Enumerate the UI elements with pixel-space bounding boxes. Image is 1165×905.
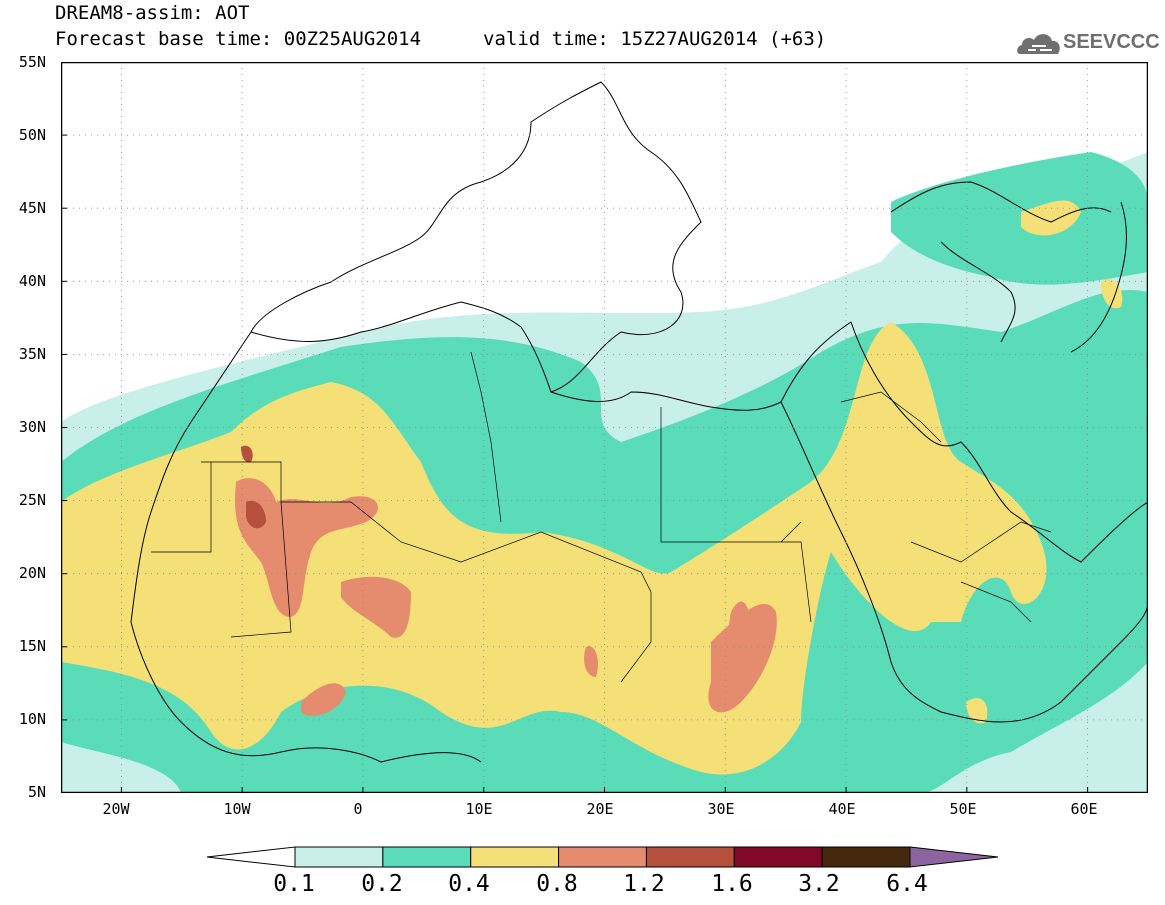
lat-label: 50N <box>18 126 46 144</box>
lat-label: 45N <box>18 199 46 217</box>
colorbar-label: 0.8 <box>536 871 578 897</box>
colorbar-box <box>294 846 384 868</box>
colorbar-box <box>470 846 560 868</box>
coastlines <box>130 81 1148 763</box>
cloud-icon <box>1017 34 1060 54</box>
lon-label: 40E <box>828 800 856 818</box>
lat-label: 20N <box>18 564 46 582</box>
plot-title: DREAM8-assim: AOT <box>55 2 250 24</box>
colorbar-box <box>821 846 911 868</box>
colorbar <box>206 846 999 868</box>
colorbar-arrow-low <box>206 846 296 868</box>
lon-label: 0 <box>353 800 363 818</box>
aot-field <box>61 152 1148 793</box>
lat-label: 35N <box>18 345 46 363</box>
lon-label: 30E <box>707 800 735 818</box>
lon-label: 10E <box>465 800 493 818</box>
lon-label: 10W <box>223 800 251 818</box>
logo-text: SEEVCCC <box>1063 31 1160 53</box>
lat-label: 25N <box>18 491 46 509</box>
lat-label: 5N <box>27 783 46 801</box>
colorbar-label: 1.2 <box>623 871 665 897</box>
colorbar-box <box>382 846 472 868</box>
colorbar-boxes <box>206 846 999 868</box>
colorbar-arrow-high <box>909 846 999 868</box>
colorbar-box <box>733 846 823 868</box>
lat-label: 30N <box>18 418 46 436</box>
valid-time: valid time: 15Z27AUG2014 (+63) <box>483 28 827 50</box>
colorbar-box <box>558 846 647 868</box>
colorbar-label: 1.6 <box>711 871 753 897</box>
colorbar-label: 3.2 <box>798 871 840 897</box>
base-time: Forecast base time: 00Z25AUG2014 <box>55 28 422 50</box>
lon-label: 60E <box>1070 800 1098 818</box>
lon-label: 50E <box>949 800 977 818</box>
colorbar-label: 0.2 <box>361 871 403 897</box>
axis-ticks <box>61 62 1089 793</box>
colorbar-label: 6.4 <box>886 871 928 897</box>
lon-label: 20E <box>586 800 614 818</box>
time-info: Forecast base time: 00Z25AUG2014 valid ti… <box>55 30 826 49</box>
lat-label: 40N <box>18 272 46 290</box>
lat-label: 15N <box>18 637 46 655</box>
colorbar-label: 0.1 <box>273 871 315 897</box>
lat-label: 10N <box>18 710 46 728</box>
lon-label: 20W <box>102 800 130 818</box>
lat-label: 55N <box>18 53 46 71</box>
aot-map <box>61 62 1148 793</box>
colorbar-box <box>645 846 735 868</box>
colorbar-label: 0.4 <box>448 871 490 897</box>
country-borders <box>151 351 1052 683</box>
